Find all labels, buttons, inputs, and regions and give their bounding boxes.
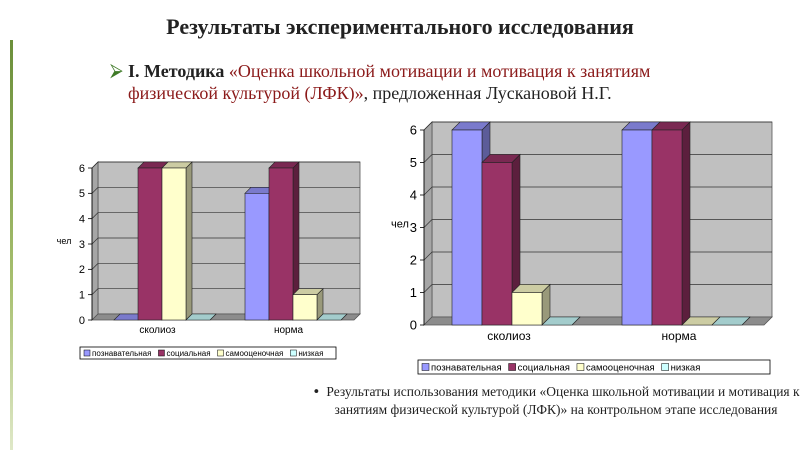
legend-label: самооценочная — [226, 349, 284, 358]
y-tick-label: 4 — [79, 214, 85, 226]
gridline-side — [423, 251, 433, 261]
gridline-side — [423, 284, 433, 293]
legend-swatch — [661, 363, 669, 371]
x-tick-label: сколиоз — [139, 325, 176, 336]
legend-swatch — [576, 363, 585, 371]
y-tick-label: 6 — [410, 123, 417, 138]
bar-front — [161, 167, 187, 321]
bar — [651, 121, 691, 326]
bar-top — [316, 313, 348, 321]
y-tick-label: 1 — [410, 285, 417, 300]
y-tick-label: 3 — [79, 239, 85, 251]
bar — [481, 153, 521, 326]
y-axis-label: чел — [391, 219, 409, 231]
bar-front — [621, 129, 653, 326]
legend-label: познавательная — [431, 362, 502, 373]
bar-front — [511, 292, 543, 326]
legend-swatch — [290, 349, 297, 357]
results-note: • Результаты использования методики «Оцен… — [312, 383, 800, 419]
legend-swatch — [158, 349, 165, 357]
gridline-side — [91, 212, 99, 219]
legend-box — [417, 359, 771, 375]
gridline-side — [91, 187, 99, 194]
bar-front — [268, 167, 294, 321]
legend-label: познавательная — [92, 349, 151, 358]
legend-swatch — [421, 363, 430, 371]
y-tick-label: 5 — [410, 155, 417, 170]
gridline-side — [423, 121, 433, 131]
x-tick-label: норма — [662, 329, 697, 343]
bar — [316, 313, 348, 321]
x-tick-label: норма — [274, 325, 304, 336]
gridline-side — [423, 219, 433, 228]
y-tick-label: 3 — [410, 220, 417, 235]
y-axis-label: чел — [57, 236, 72, 246]
y-tick-label: 2 — [79, 264, 85, 276]
bar-front — [292, 294, 318, 321]
y-tick-label: 2 — [410, 253, 417, 268]
gridline-side — [423, 154, 433, 163]
bar — [185, 313, 217, 321]
bar-front — [651, 129, 683, 326]
y-tick-label: 1 — [79, 290, 85, 302]
bar-side — [681, 121, 691, 326]
bar — [292, 287, 324, 321]
legend-label: социальная — [166, 349, 210, 358]
legend-swatch — [508, 363, 516, 371]
gridline-side — [91, 237, 99, 245]
bar-top — [711, 316, 751, 326]
gridline-side — [91, 161, 99, 169]
method-description: I. Методика «Оценка школьной мотивации и… — [128, 60, 688, 104]
legend: познавательная социальная самооценочная низ… — [79, 346, 337, 360]
arrow-bullet-icon: ⮚ — [110, 60, 123, 81]
legend-label: социальная — [518, 362, 570, 373]
legend-swatch — [83, 349, 91, 357]
gridline-side — [91, 263, 99, 270]
legend-label: низкая — [298, 349, 323, 358]
method-rest: , предложенная Лускановой Н.Г. — [363, 83, 612, 103]
bar — [711, 316, 751, 326]
method-lead: I. Методика — [128, 61, 229, 81]
bar — [268, 161, 300, 321]
gridline-side — [423, 186, 433, 196]
bar-top — [185, 313, 217, 321]
legend: познавательная социальная самооценочная низ… — [417, 359, 771, 375]
slide-title: Результаты экспериментального исследован… — [166, 14, 634, 39]
bar — [511, 283, 551, 326]
bar-front — [481, 162, 513, 326]
x-tick-label: сколиоз — [487, 329, 531, 343]
y-tick-label: 5 — [79, 188, 85, 200]
bar — [541, 316, 581, 326]
chart-right: 0 1 2 3 4 5 6 чел сколиоз норма познавательная соци… — [391, 121, 773, 375]
y-tick-label: 0 — [79, 315, 85, 327]
results-note-text: Результаты использования методики «Оценк… — [326, 384, 800, 417]
bar-front — [451, 129, 483, 326]
legend-label: самооценочная — [586, 362, 655, 373]
bar — [161, 161, 193, 321]
bullet-dot-icon: • — [312, 384, 321, 400]
bar-front — [244, 193, 270, 321]
gridline-side — [91, 288, 99, 295]
legend-swatch — [217, 349, 224, 357]
y-tick-label: 4 — [410, 188, 417, 203]
bar-front — [137, 167, 163, 321]
bar-side — [185, 161, 193, 321]
y-tick-label: 6 — [79, 163, 85, 175]
legend-label: низкая — [671, 362, 701, 373]
decorative-side-line — [10, 40, 13, 450]
bar-top — [541, 316, 581, 326]
chart-left: 0 1 2 3 4 5 6 чел сколиоз норма познавательная соци… — [57, 161, 361, 360]
y-tick-label: 0 — [410, 318, 417, 333]
method-quote: «Оценка школьной мотивации и мотивация к… — [128, 61, 651, 103]
legend-box — [79, 346, 337, 360]
